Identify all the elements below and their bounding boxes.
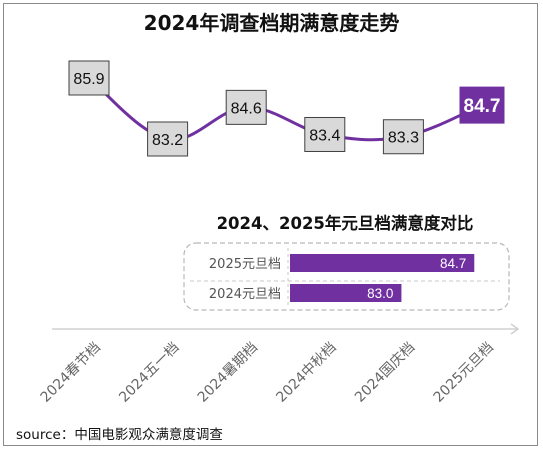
comparison-bar <box>290 284 402 302</box>
data-point-box <box>68 60 110 96</box>
x-tick-label: 2024春节档 <box>38 340 104 406</box>
x-tick-label: 2024五一档 <box>116 340 182 406</box>
data-point: 83.4 <box>304 116 346 152</box>
comparison-frame <box>183 242 510 311</box>
data-label: 84.6 <box>231 100 262 117</box>
data-point: 83.2 <box>147 121 189 157</box>
data-point-box <box>147 121 189 157</box>
data-label: 84.7 <box>464 96 501 117</box>
x-tick-label: 2024暑期档 <box>195 340 261 406</box>
data-label-layer: 85.9 83.2 84.6 83.4 83.3 84.7 <box>68 60 505 157</box>
comparison-panel: 2024、2025年元旦档满意度对比 2025元旦档 84.7 2024元旦档 83.0 <box>183 213 510 311</box>
data-point: 85.9 <box>68 60 110 96</box>
data-label: 85.9 <box>73 71 104 88</box>
x-tick-label: 2024中秋档 <box>273 340 339 406</box>
x-tick-label: 2024国庆档 <box>352 340 418 406</box>
source-note: source：中国电影观众满意度调查 <box>16 427 223 443</box>
x-axis: 2024春节档 2024五一档 2024暑期档 2024中秋档 2024国庆档 2025元… <box>38 323 520 406</box>
comparison-title: 2024、2025年元旦档满意度对比 <box>217 213 474 233</box>
comparison-category-label: 2024元旦档 <box>209 287 281 302</box>
x-axis-arrow <box>510 323 520 335</box>
data-point-box <box>225 89 267 125</box>
data-point-box <box>459 86 505 124</box>
data-label: 83.4 <box>309 127 340 144</box>
comparison-bar <box>290 254 475 272</box>
data-label: 83.3 <box>388 130 419 147</box>
data-point: 83.3 <box>382 119 424 155</box>
comparison-category-label: 2025元旦档 <box>209 257 281 272</box>
data-point: 84.7 <box>459 86 505 124</box>
chart-title: 2024年调查档期满意度走势 <box>143 11 400 35</box>
comparison-value-label: 83.0 <box>367 286 393 301</box>
x-tick-label: 2025元旦档 <box>431 340 497 406</box>
comparison-value-label: 84.7 <box>440 256 466 271</box>
data-point-box <box>382 119 424 155</box>
data-point: 84.6 <box>225 89 267 125</box>
data-label: 83.2 <box>152 132 183 149</box>
data-point-box <box>304 116 346 152</box>
